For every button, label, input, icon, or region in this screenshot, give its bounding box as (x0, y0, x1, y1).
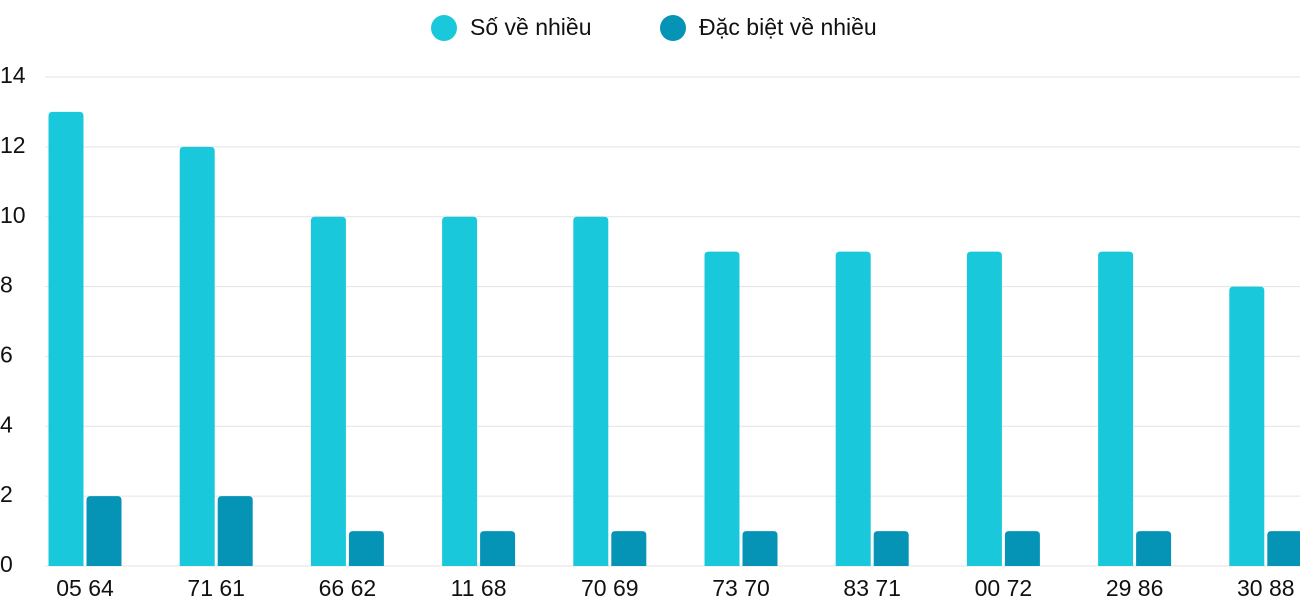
bar (835, 251, 871, 566)
bar (86, 496, 122, 566)
x-tick-label: 30 88 (1237, 575, 1295, 600)
bar (611, 531, 647, 566)
y-tick-label: 4 (0, 411, 13, 437)
bar (873, 531, 909, 566)
legend-label: Số về nhiều (470, 14, 591, 40)
bar (348, 531, 384, 566)
y-tick-label: 8 (0, 272, 13, 298)
legend-label: Đặc biệt về nhiều (699, 14, 877, 40)
x-tick-label: 29 86 (1106, 575, 1164, 600)
bar (1229, 286, 1265, 566)
x-tick-label: 00 72 (975, 575, 1033, 600)
bar (1004, 531, 1040, 566)
x-tick-label: 73 70 (712, 575, 770, 600)
bar (573, 216, 609, 566)
bar (179, 146, 215, 566)
bar (742, 531, 778, 566)
y-tick-label: 10 (0, 202, 26, 228)
bar (704, 251, 740, 566)
bar (1136, 531, 1172, 566)
bar (442, 216, 478, 566)
x-tick-label: 05 64 (56, 575, 114, 600)
bar (310, 216, 346, 566)
y-tick-label: 6 (0, 342, 13, 368)
x-tick-label: 83 71 (843, 575, 901, 600)
bar (480, 531, 516, 566)
x-tick-label: 70 69 (581, 575, 639, 600)
bar (217, 496, 253, 566)
legend-marker (660, 15, 686, 41)
bar (966, 251, 1002, 566)
bar (48, 111, 84, 566)
bar (1098, 251, 1134, 566)
bar (1267, 531, 1300, 566)
y-tick-label: 12 (0, 132, 26, 158)
y-tick-label: 2 (0, 481, 13, 507)
y-tick-label: 0 (0, 551, 13, 577)
legend-marker (431, 15, 457, 41)
y-tick-label: 14 (0, 62, 26, 88)
x-tick-label: 11 68 (451, 575, 507, 600)
x-tick-label: 71 61 (187, 575, 245, 600)
x-tick-label: 66 62 (319, 575, 377, 600)
